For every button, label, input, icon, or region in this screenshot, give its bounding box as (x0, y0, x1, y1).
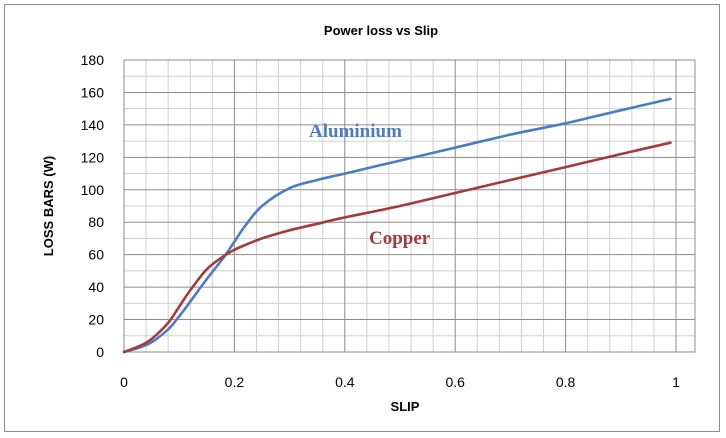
series-label-copper: Copper (369, 228, 431, 249)
x-tick-label: 0.8 (556, 374, 576, 390)
x-tick-label: 0.6 (445, 374, 465, 390)
series-line-copper (122, 141, 672, 354)
x-tick-label: 0.2 (225, 374, 245, 390)
y-tick-label: 160 (81, 84, 105, 100)
y-tick-label: 60 (88, 247, 104, 263)
chart-title: Power loss vs Slip (324, 23, 438, 38)
x-tick-label: 0 (120, 374, 128, 390)
y-tick-label: 100 (81, 182, 105, 198)
y-tick-label: 20 (88, 312, 104, 328)
minor-gridlines (124, 60, 695, 352)
series-line-aluminium (122, 97, 672, 354)
y-tick-label: 140 (81, 117, 105, 133)
series-label-aluminium: Aluminium (309, 121, 402, 142)
y-tick-label: 180 (81, 52, 105, 68)
x-axis-tick-labels: 0 0.2 0.4 0.6 0.8 1 (120, 374, 680, 390)
x-tick-label: 1 (672, 374, 680, 390)
series-lines (122, 97, 672, 354)
x-tick-label: 0.4 (335, 374, 355, 390)
plot-area-border (123, 59, 696, 353)
chart-frame (4, 4, 720, 432)
y-axis-tick-labels: 0 20 40 60 80 100 120 140 160 180 (81, 52, 105, 360)
y-tick-label: 40 (88, 279, 104, 295)
y-axis-label: LOSS BARS (W) (41, 156, 56, 256)
y-tick-label: 80 (88, 214, 104, 230)
y-tick-label: 120 (81, 149, 105, 165)
y-tick-label: 0 (96, 344, 104, 360)
x-axis-label: SLIP (391, 399, 420, 414)
